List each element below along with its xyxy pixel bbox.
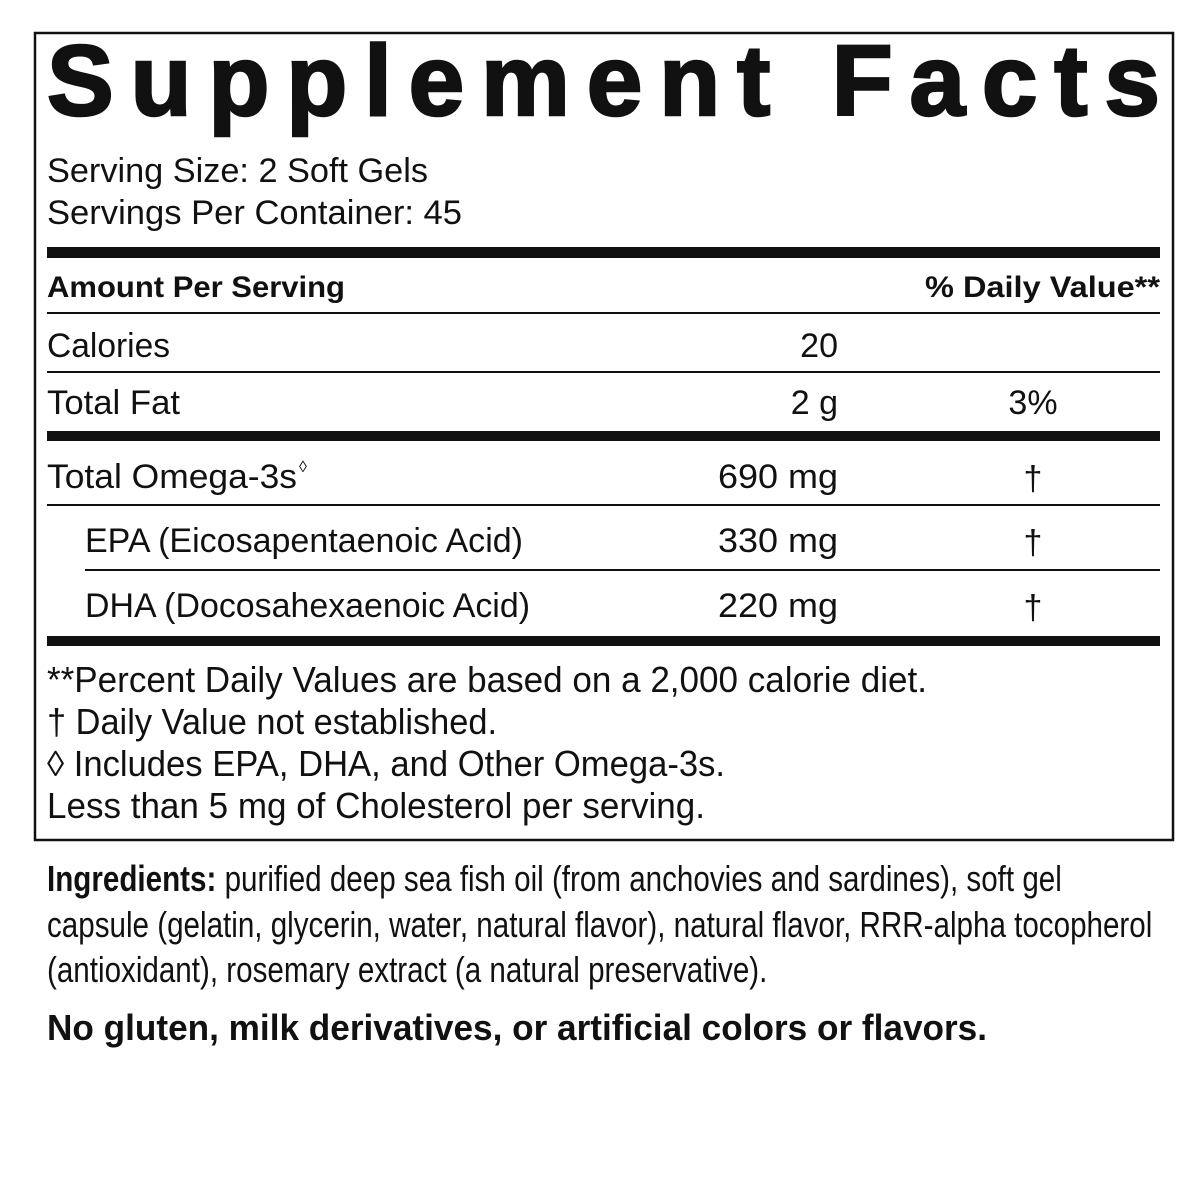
row-name-mark: ◊	[299, 459, 307, 476]
row-name: EPA (Eicosapentaenoic Acid)	[85, 522, 523, 560]
row-daily-value: †	[1024, 460, 1043, 498]
row-daily-value: †	[1024, 524, 1043, 562]
row-amount: 220 mg	[718, 587, 838, 625]
thick-rule	[47, 247, 1160, 258]
title: Supplement Facts	[47, 25, 1160, 137]
row-daily-value: †	[1024, 589, 1043, 627]
rule	[47, 312, 1160, 314]
row-amount: 20	[800, 327, 838, 365]
row-amount: 2 g	[791, 384, 838, 422]
rule	[85, 569, 1160, 571]
row-amount: 330 mg	[718, 522, 838, 560]
daily-value-header: % Daily Value**	[925, 271, 1160, 304]
statement: No gluten, milk derivatives, or artifici…	[47, 1007, 987, 1048]
row-name: Calories	[47, 327, 170, 365]
ingredients-label: Ingredients:	[47, 858, 217, 899]
row-daily-value: 3%	[1008, 384, 1057, 422]
serving-size: Serving Size: 2 Soft Gels	[47, 152, 428, 190]
row-amount: 690 mg	[718, 458, 838, 496]
row-name: Total Omega-3s	[47, 458, 297, 496]
footnote: ◊ Includes EPA, DHA, and Other Omega-3s.	[47, 743, 725, 784]
thick-rule	[47, 431, 1160, 441]
rule	[47, 371, 1160, 373]
label-border	[33, 31, 1175, 842]
ingredients: Ingredients: purified deep sea fish oil …	[47, 856, 1171, 993]
amount-header: Amount Per Serving	[47, 271, 345, 304]
thick-rule	[47, 636, 1160, 646]
servings-per-container: Servings Per Container: 45	[47, 194, 462, 232]
row-name: Total Fat	[47, 384, 181, 422]
footnote: † Daily Value not established.	[47, 701, 497, 742]
rule	[47, 504, 1160, 506]
ingredients-text: purified deep sea fish oil (from anchovi…	[47, 858, 1153, 990]
row-name: DHA (Docosahexaenoic Acid)	[85, 587, 530, 625]
footnote: Less than 5 mg of Cholesterol per servin…	[47, 785, 705, 826]
footnote: **Percent Daily Values are based on a 2,…	[47, 659, 927, 700]
